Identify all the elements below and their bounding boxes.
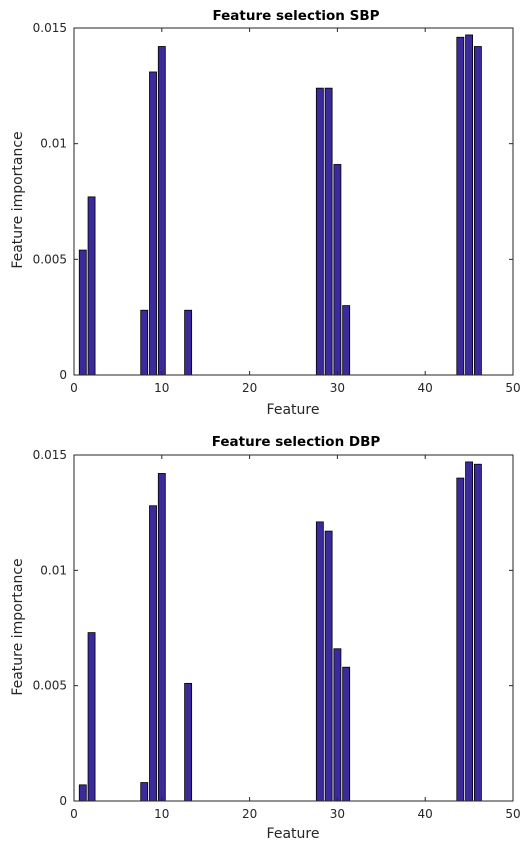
y-tick-label: 0.01 (40, 137, 67, 151)
x-tick-label: 30 (330, 807, 345, 821)
bar (184, 309, 193, 376)
y-tick-label: 0.005 (33, 252, 67, 266)
bar (140, 782, 149, 802)
bar (456, 36, 465, 376)
x-tick-label: 0 (70, 807, 78, 821)
y-tick-label: 0 (59, 794, 67, 808)
bar (465, 461, 474, 802)
bar-series (78, 34, 482, 376)
y-tick-label: 0 (59, 368, 67, 382)
bar (465, 34, 474, 376)
bar (342, 666, 351, 802)
x-tick-label: 40 (418, 381, 433, 395)
x-tick-label: 20 (242, 381, 257, 395)
bar (149, 71, 157, 376)
bar (473, 463, 482, 802)
x-tick-label: 50 (505, 381, 520, 395)
bar (342, 305, 351, 376)
bar (78, 784, 87, 802)
bar (149, 505, 157, 802)
y-axis-label: Feature importance (10, 131, 26, 268)
bar (324, 530, 333, 802)
bar (157, 46, 166, 376)
bar (315, 87, 324, 376)
y-tick-label: 0.015 (33, 448, 67, 462)
x-tick-label: 30 (330, 381, 345, 395)
chart-dbp: Feature selection DBP Feature importance… (10, 434, 521, 842)
y-axis-label: Feature importance (10, 558, 26, 695)
bar (184, 682, 193, 802)
y-tick-label: 0.015 (33, 21, 67, 35)
bar (87, 196, 96, 376)
chart-title: Feature selection SBP (212, 8, 379, 24)
bar (140, 309, 149, 376)
x-axis-label: Feature (267, 826, 320, 842)
x-tick-label: 10 (154, 807, 169, 821)
y-tick-label: 0.01 (40, 563, 67, 577)
bar (157, 473, 166, 802)
bar (456, 477, 465, 802)
bar (315, 521, 324, 802)
plot-frame (73, 454, 514, 802)
bar (324, 87, 333, 376)
chart-sbp: Feature selection SBP Feature importance… (10, 8, 521, 418)
bar (473, 46, 482, 376)
axis-ticks: 0 10 20 30 40 50 0 0.005 0.01 0.015 (33, 21, 521, 395)
x-tick-label: 20 (242, 807, 257, 821)
y-tick-label: 0.005 (33, 679, 67, 693)
bar (333, 164, 342, 376)
x-tick-label: 10 (154, 381, 169, 395)
x-tick-label: 50 (505, 807, 520, 821)
bar (78, 249, 87, 376)
bar (333, 648, 342, 802)
plot-frame (73, 27, 514, 376)
bar (87, 632, 96, 802)
bar-series (78, 461, 482, 802)
x-tick-label: 40 (418, 807, 433, 821)
axis-ticks: 0 10 20 30 40 50 0 0.005 0.01 0.015 (33, 448, 521, 821)
x-tick-label: 0 (70, 381, 78, 395)
chart-title: Feature selection DBP (212, 434, 381, 450)
x-axis-label: Feature (267, 402, 320, 418)
